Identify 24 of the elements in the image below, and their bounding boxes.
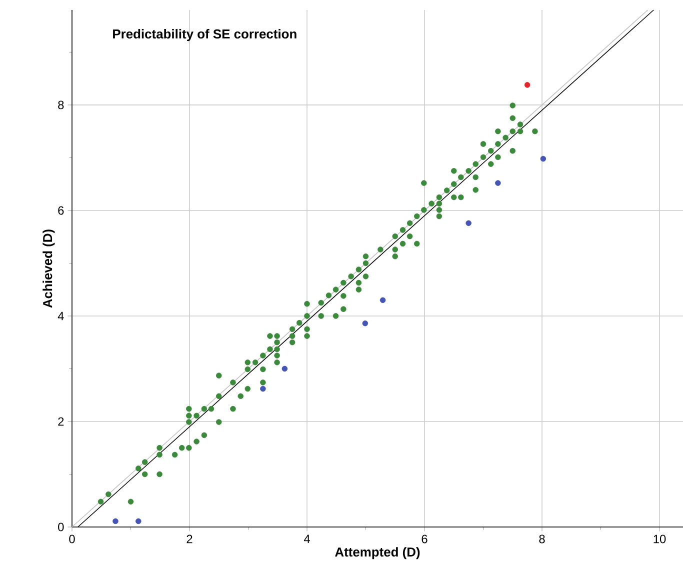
- y-tick-label: 6: [58, 206, 64, 215]
- x-tick-label: 8: [539, 534, 545, 544]
- point: [540, 156, 546, 162]
- point: [112, 518, 118, 524]
- x-tick-label: 6: [422, 534, 428, 544]
- x-tick-label: 4: [304, 534, 310, 543]
- point: [466, 220, 472, 226]
- point: [495, 180, 501, 186]
- x-tick-label: 2: [186, 534, 192, 544]
- x-tick-label: 10: [654, 534, 666, 544]
- text: Predictability of SE correction: [113, 29, 296, 42]
- x-tick-label: 0: [69, 534, 75, 544]
- point: [362, 320, 368, 326]
- point: [282, 366, 288, 372]
- y-axis-title: Achieved (D): [42, 230, 55, 308]
- point: [260, 386, 266, 392]
- y-tick-label: 4: [58, 312, 64, 320]
- y-tick-label: 2: [58, 417, 64, 426]
- point: [136, 518, 142, 524]
- y-tick-label: 0: [58, 522, 64, 532]
- point: [380, 297, 386, 304]
- y-tick-label: 8: [58, 100, 64, 110]
- x-axis-title: Attempted (D): [335, 547, 420, 560]
- point: [524, 82, 530, 88]
